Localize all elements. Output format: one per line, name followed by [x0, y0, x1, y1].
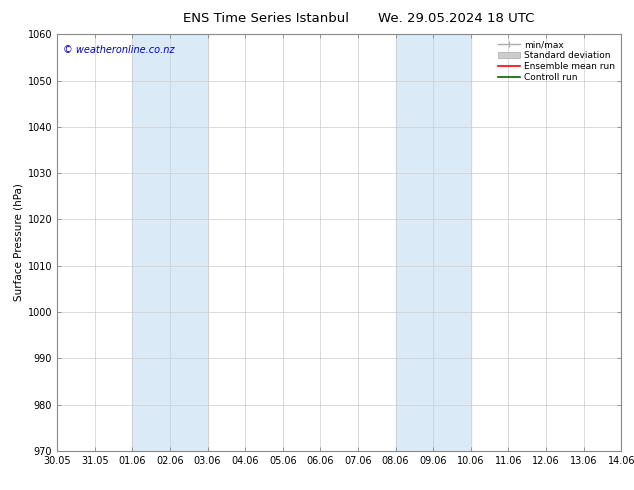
- Bar: [133, 34, 207, 451]
- Y-axis label: Surface Pressure (hPa): Surface Pressure (hPa): [13, 184, 23, 301]
- Text: We. 29.05.2024 18 UTC: We. 29.05.2024 18 UTC: [378, 12, 534, 25]
- Text: © weatheronline.co.nz: © weatheronline.co.nz: [63, 45, 174, 55]
- Bar: [396, 34, 471, 451]
- Text: ENS Time Series Istanbul: ENS Time Series Istanbul: [183, 12, 349, 25]
- Legend: min/max, Standard deviation, Ensemble mean run, Controll run: min/max, Standard deviation, Ensemble me…: [496, 39, 617, 84]
